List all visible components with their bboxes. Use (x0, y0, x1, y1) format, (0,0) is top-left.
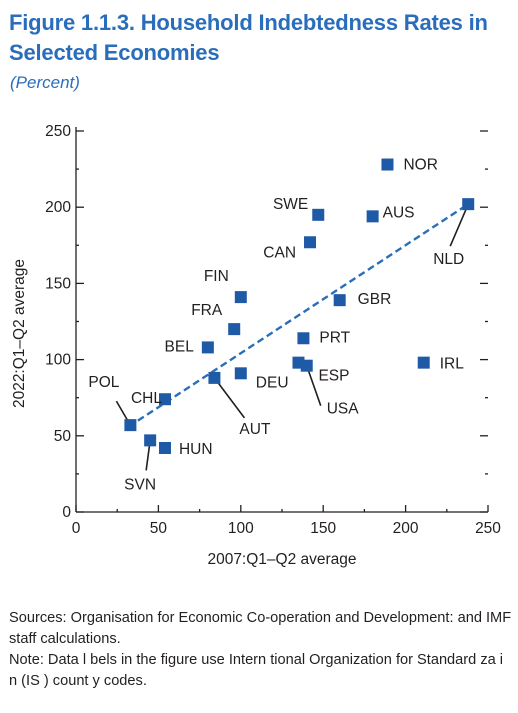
data-label: SWE (273, 196, 308, 213)
data-label: FIN (204, 268, 229, 285)
data-labels-note: Note: Data l bels in the figure use Inte… (9, 652, 504, 689)
data-label: USA (327, 401, 360, 418)
x-tick-label: 200 (393, 520, 419, 537)
data-label: ESP (318, 368, 349, 385)
leader-line (213, 377, 246, 419)
data-label: SVN (124, 476, 156, 493)
data-label: CHL (131, 390, 162, 407)
x-tick-label: 50 (150, 520, 168, 537)
data-label: PRT (319, 329, 350, 346)
data-point (201, 341, 214, 354)
leader-line (449, 203, 469, 247)
data-label: HUN (179, 441, 213, 458)
data-label: CAN (263, 244, 296, 261)
figure-title: Figure 1.1.3. Household Indebtedness Rat… (9, 10, 488, 65)
data-point (208, 371, 221, 384)
x-tick-label: 150 (310, 520, 336, 537)
data-point (124, 419, 137, 432)
y-tick-label: 50 (54, 428, 72, 445)
data-label: AUS (383, 204, 415, 221)
data-label: AUT (239, 421, 271, 438)
y-tick-label: 200 (45, 199, 71, 216)
data-label: GBR (358, 291, 392, 308)
data-point (234, 291, 247, 304)
data-point (158, 441, 171, 454)
y-tick-label: 150 (45, 275, 71, 292)
data-point (234, 367, 247, 380)
leader-line (305, 365, 322, 406)
data-point (381, 158, 394, 171)
data-point (462, 198, 475, 211)
y-axis-title: 2022:Q1–Q2 average (11, 259, 28, 408)
data-point (333, 294, 346, 307)
x-tick-label: 100 (228, 520, 254, 537)
data-point (312, 208, 325, 221)
data-point (144, 434, 157, 447)
scatter-chart: 0 50 100 150 200 250 0 50 100 150 200 250 2007:Q1–Q2… (11, 123, 501, 568)
figure-notes: Sources: Organisation for Economic Co-op… (9, 608, 514, 692)
data-label: FRA (191, 302, 223, 319)
data-point (297, 332, 310, 345)
data-label: POL (88, 374, 119, 391)
data-point (300, 359, 313, 372)
x-tick-label: 0 (72, 520, 81, 537)
data-point (304, 236, 317, 249)
trend-line (128, 203, 469, 428)
data-label: DEU (256, 374, 289, 391)
y-tick-label: 250 (45, 123, 71, 140)
data-point (417, 356, 430, 369)
x-axis-title: 2007:Q1–Q2 average (207, 551, 356, 568)
x-tick-label: 250 (475, 520, 501, 537)
data-label: IRL (440, 356, 465, 373)
data-point (228, 323, 241, 336)
data-label: NLD (433, 251, 464, 268)
data-point (158, 393, 171, 406)
data-label: NOR (403, 157, 437, 174)
data-label: BEL (165, 338, 195, 355)
sources-note: Sources: Organisation for Economic Co-op… (9, 610, 512, 647)
y-tick-label: 100 (45, 352, 71, 369)
data-point (366, 210, 379, 223)
figure-subtitle: (Percent) (10, 73, 80, 92)
y-tick-label: 0 (62, 504, 71, 521)
